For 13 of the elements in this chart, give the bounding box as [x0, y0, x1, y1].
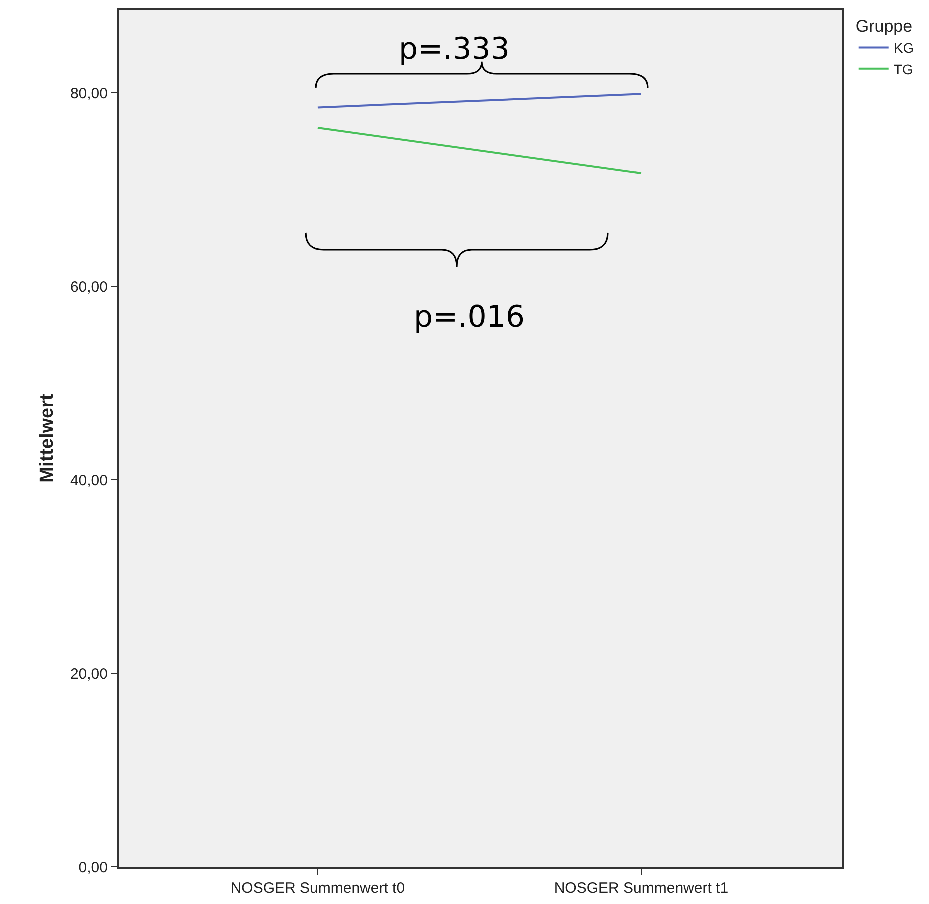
y-tick-label: 40,00	[70, 472, 108, 490]
y-tick-label: 60,00	[70, 278, 108, 296]
legend-label: KG	[894, 40, 914, 56]
x-tick-label: NOSGER Summenwert t1	[554, 880, 729, 897]
x-tick-label: NOSGER Summenwert t0	[230, 880, 406, 897]
y-tick-label: 80,00	[70, 85, 108, 102]
annotation: p=.016	[414, 300, 525, 335]
legend-label: TG	[894, 61, 914, 78]
y-axis-title: Mittelwert	[36, 394, 58, 483]
legend-title: Gruppe	[856, 17, 913, 36]
annotation: p=.333	[399, 32, 510, 67]
y-tick-label: 20,00	[70, 666, 108, 683]
y-tick-label: 0,00	[78, 859, 108, 876]
